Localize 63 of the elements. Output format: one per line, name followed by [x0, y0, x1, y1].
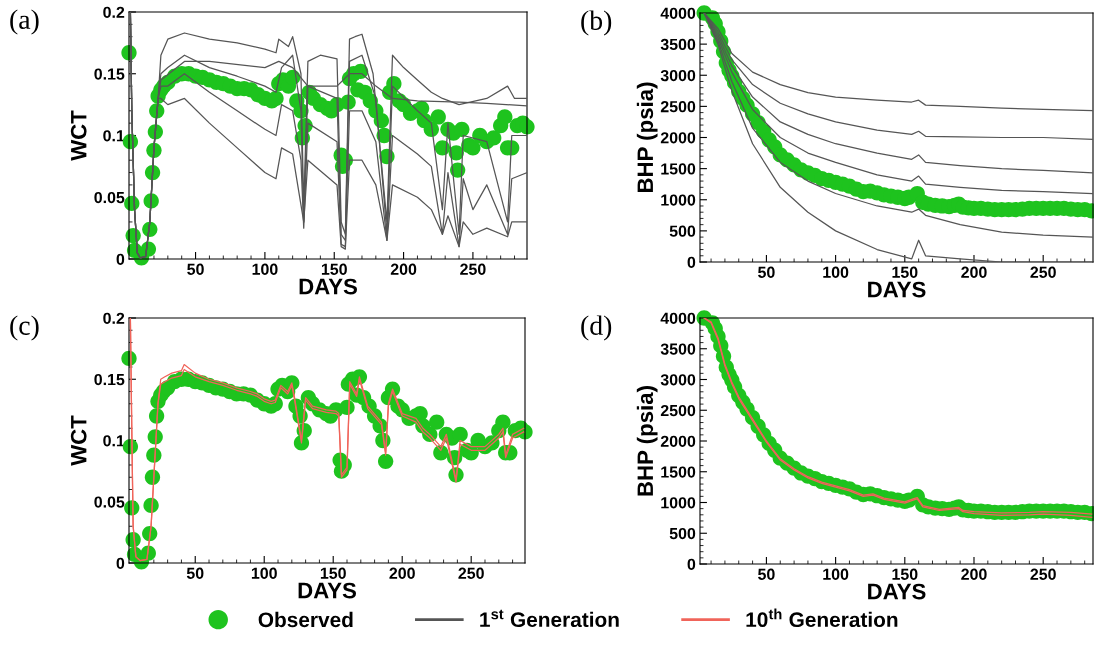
- x-tick-label: 250: [458, 567, 484, 579]
- legend-label: 10$^{th}$ Generation: [746, 608, 898, 628]
- y-tick-label: 500: [669, 225, 696, 237]
- y-tick-label: 1500: [661, 163, 696, 175]
- y-axis-title: WCT: [70, 110, 87, 161]
- y-tick-label: 2000: [660, 435, 696, 447]
- x-tick-label: 50: [758, 266, 775, 278]
- x-tick-label: 150: [321, 263, 347, 275]
- y-tick-label: 2500: [660, 404, 696, 417]
- x-tick-label: 200: [961, 568, 987, 580]
- y-axis-title: BHP (psia): [636, 386, 658, 496]
- chart-title: (c): [10, 315, 39, 341]
- y-tick-label: 0.15: [94, 68, 125, 80]
- y-tick-label: 2500: [660, 101, 696, 113]
- x-tick-label: 100: [251, 567, 277, 579]
- x-tick-label: 200: [961, 266, 987, 278]
- y-axis-title: BHP (psia): [636, 82, 658, 192]
- y-tick-label: 1000: [661, 194, 696, 206]
- x-axis-title: DAYS: [299, 278, 357, 295]
- x-tick-label: 150: [320, 567, 346, 579]
- legend-label: 1$^{st}$ Generation: [480, 609, 619, 628]
- y-tick-label: 0: [116, 557, 125, 569]
- y-tick-label: 0.1: [103, 130, 125, 142]
- y-tick-label: 0: [687, 558, 696, 570]
- x-tick-label: 100: [252, 263, 278, 275]
- x-tick-label: 250: [1030, 568, 1056, 580]
- x-tick-label: 100: [823, 266, 849, 278]
- x-tick-label: 200: [389, 567, 415, 579]
- legend-label: Observed: [258, 611, 353, 628]
- x-tick-label: 250: [460, 263, 486, 275]
- x-tick-label: 200: [390, 263, 417, 275]
- x-tick-label: 50: [186, 567, 204, 579]
- x-tick-label: 150: [892, 568, 918, 580]
- y-tick-label: 3000: [660, 374, 696, 386]
- x-axis-title: DAYS: [298, 582, 356, 599]
- y-tick-label: 0: [116, 253, 125, 265]
- y-tick-label: 0.1: [103, 435, 125, 447]
- chart-title: (a): [10, 9, 39, 35]
- x-tick-label: 50: [187, 263, 204, 275]
- x-axis-title: DAYS: [868, 281, 926, 298]
- y-tick-label: 0.2: [103, 312, 125, 324]
- y-tick-label: 0.15: [94, 373, 125, 386]
- y-tick-label: 0.05: [94, 191, 125, 204]
- y-tick-label: 3500: [660, 343, 696, 355]
- y-tick-label: 0.2: [103, 6, 125, 18]
- y-tick-label: 4000: [660, 312, 696, 324]
- chart-title: (d): [581, 315, 612, 341]
- y-axis-title: WCT: [70, 415, 87, 466]
- y-tick-label: 1000: [661, 497, 696, 509]
- y-tick-label: 3000: [660, 69, 696, 82]
- x-tick-label: 100: [823, 568, 849, 580]
- x-tick-label: 50: [758, 568, 775, 580]
- x-axis-title: DAYS: [868, 583, 926, 600]
- y-tick-label: 3500: [660, 38, 696, 51]
- y-tick-label: 0.05: [94, 496, 125, 508]
- y-tick-label: 500: [669, 527, 696, 540]
- x-tick-label: 150: [892, 266, 918, 278]
- y-tick-label: 1500: [661, 466, 696, 478]
- y-tick-label: 0: [687, 256, 696, 268]
- y-tick-label: 4000: [660, 7, 696, 19]
- y-tick-label: 2000: [660, 132, 696, 144]
- chart-title: (b): [581, 10, 612, 36]
- x-tick-label: 250: [1030, 266, 1056, 278]
